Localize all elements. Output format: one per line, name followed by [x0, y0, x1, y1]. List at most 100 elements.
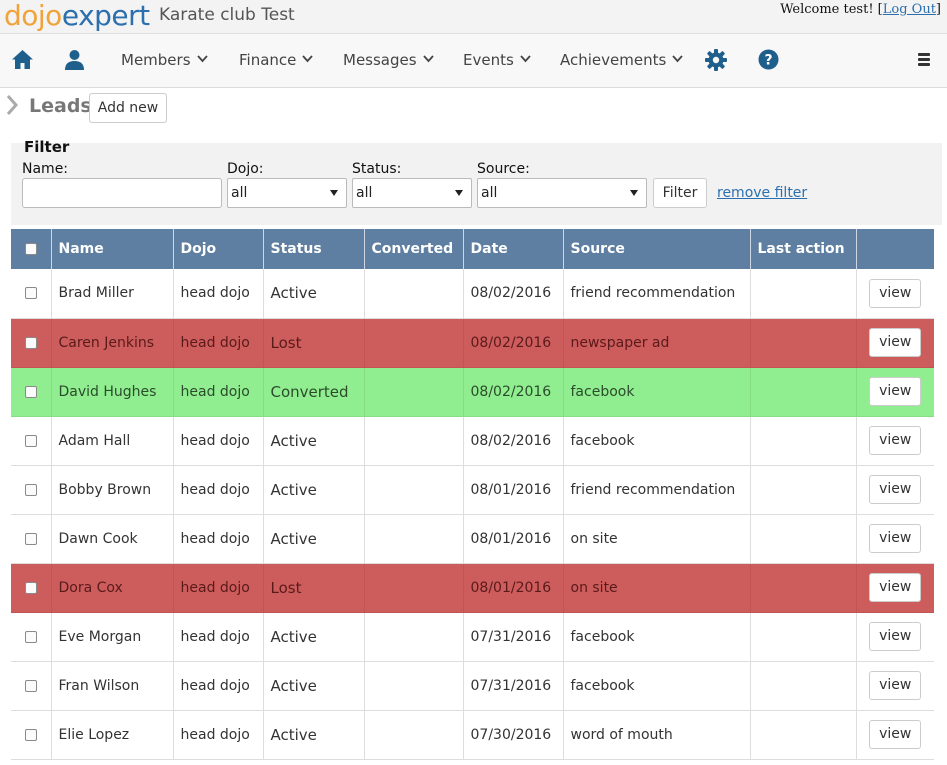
table-row[interactable]: Dora Cox head dojo Lost 08/01/2016 on site vi…	[11, 563, 934, 613]
view-button[interactable]: view	[869, 720, 922, 749]
column-header-converted[interactable]: Converted	[363, 229, 463, 269]
cell-status: Active	[262, 710, 364, 760]
view-button[interactable]: view	[869, 278, 922, 308]
cell-last-action	[749, 661, 856, 711]
cell-converted	[363, 514, 463, 564]
hamburger-icon[interactable]	[918, 53, 930, 68]
select-all-header	[11, 229, 51, 269]
table-row[interactable]: Bobby Brown head dojo Active 08/01/2016 frie…	[11, 465, 934, 515]
view-button[interactable]: view	[869, 622, 922, 651]
add-new-button[interactable]: Add new	[89, 93, 167, 123]
row-select-cell	[11, 269, 51, 319]
logout-link[interactable]: Log Out	[882, 2, 936, 17]
chevron-down-icon	[422, 55, 434, 63]
chevron-right-icon[interactable]	[6, 94, 19, 121]
row-checkbox[interactable]	[24, 679, 37, 692]
user-icon[interactable]	[64, 49, 85, 75]
table-row[interactable]: Brad Miller head dojo Active 08/02/2016 frie…	[11, 269, 934, 319]
chevron-down-icon	[196, 55, 208, 63]
logo[interactable]: dojoexpert	[4, 1, 150, 31]
row-checkbox[interactable]	[24, 581, 37, 594]
column-header-name[interactable]: Name	[50, 229, 173, 269]
column-header-source[interactable]: Source	[562, 229, 750, 269]
cell-date: 08/01/2016	[462, 514, 563, 564]
cell-converted	[363, 612, 463, 662]
column-header-last-action[interactable]: Last action	[749, 229, 856, 269]
row-checkbox[interactable]	[24, 532, 37, 545]
table-row[interactable]: Eve Morgan head dojo Active 07/31/2016 faceb…	[11, 612, 934, 662]
row-checkbox[interactable]	[24, 728, 37, 741]
table-row[interactable]: Fran Wilson head dojo Active 07/31/2016 face…	[11, 661, 934, 711]
table-header-row: Name Dojo Status Converted Date Source L…	[11, 229, 934, 269]
page-title: Leads	[29, 95, 92, 117]
cell-status: Lost	[262, 563, 364, 613]
cell-name: Bobby Brown	[50, 465, 173, 515]
nav-events-label: Events	[463, 51, 514, 69]
cell-date: 07/31/2016	[462, 661, 563, 711]
dojo-select[interactable]: all	[227, 178, 347, 208]
cell-source: friend recommendation	[562, 269, 750, 319]
gear-icon[interactable]	[705, 49, 727, 76]
remove-filter-link[interactable]: remove filter	[717, 185, 808, 201]
source-select[interactable]: all	[477, 178, 647, 208]
view-button[interactable]: view	[869, 524, 922, 553]
cell-dojo: head dojo	[172, 710, 263, 760]
cell-dojo: head dojo	[172, 563, 263, 613]
club-name: Karate club Test	[159, 5, 295, 25]
select-all-checkbox[interactable]	[24, 243, 37, 255]
row-select-cell	[11, 465, 51, 515]
view-button[interactable]: view	[869, 426, 922, 455]
table-row[interactable]: Adam Hall head dojo Active 08/02/2016 facebo…	[11, 416, 934, 466]
name-input[interactable]	[22, 178, 222, 208]
chevron-down-icon	[302, 55, 314, 63]
help-icon[interactable]: ?	[758, 49, 779, 75]
leads-table: Name Dojo Status Converted Date Source L…	[11, 229, 934, 760]
cell-date: 08/02/2016	[462, 367, 563, 417]
cell-source: on site	[562, 514, 750, 564]
cell-name: Dawn Cook	[50, 514, 173, 564]
cell-dojo: head dojo	[172, 416, 263, 466]
cell-date: 08/02/2016	[462, 318, 563, 368]
cell-converted	[363, 318, 463, 368]
nav-members[interactable]: Members	[121, 51, 208, 69]
table-row[interactable]: Dawn Cook head dojo Active 08/01/2016 on sit…	[11, 514, 934, 564]
view-button[interactable]: view	[869, 573, 922, 602]
cell-name: Adam Hall	[50, 416, 173, 466]
cell-last-action	[749, 710, 856, 760]
caret-down-icon	[455, 190, 463, 196]
cell-last-action	[749, 465, 856, 515]
view-button[interactable]: view	[869, 475, 922, 504]
row-checkbox[interactable]	[24, 287, 37, 300]
view-button[interactable]: view	[869, 377, 922, 406]
status-select[interactable]: all	[352, 178, 472, 208]
view-button[interactable]: view	[869, 328, 922, 357]
column-header-dojo[interactable]: Dojo	[172, 229, 263, 269]
row-checkbox[interactable]	[24, 385, 37, 398]
column-header-status[interactable]: Status	[262, 229, 364, 269]
cell-actions: view	[855, 269, 934, 319]
nav-messages[interactable]: Messages	[343, 51, 434, 69]
cell-name: Caren Jenkins	[50, 318, 173, 368]
table-row[interactable]: David Hughes head dojo Converted 08/02/2016…	[11, 367, 934, 417]
cell-name: Elie Lopez	[50, 710, 173, 760]
row-checkbox[interactable]	[24, 434, 37, 447]
row-checkbox[interactable]	[24, 336, 37, 349]
home-icon[interactable]	[11, 49, 34, 75]
cell-date: 08/01/2016	[462, 465, 563, 515]
column-header-date[interactable]: Date	[462, 229, 563, 269]
table-row[interactable]: Elie Lopez head dojo Active 07/30/2016 word …	[11, 710, 934, 760]
view-button[interactable]: view	[869, 671, 922, 700]
cell-name: Eve Morgan	[50, 612, 173, 662]
filter-button[interactable]: Filter	[653, 178, 707, 208]
row-checkbox[interactable]	[24, 630, 37, 643]
cell-source: facebook	[562, 661, 750, 711]
cell-actions: view	[855, 612, 934, 662]
row-checkbox[interactable]	[24, 483, 37, 496]
cell-source: on site	[562, 563, 750, 613]
nav-achievements[interactable]: Achievements	[560, 51, 683, 69]
table-row[interactable]: Caren Jenkins head dojo Lost 08/02/2016 news…	[11, 318, 934, 368]
logo-expert-text: expert	[61, 0, 150, 32]
nav-finance[interactable]: Finance	[239, 51, 314, 69]
nav-events[interactable]: Events	[463, 51, 531, 69]
cell-source: facebook	[562, 367, 750, 417]
